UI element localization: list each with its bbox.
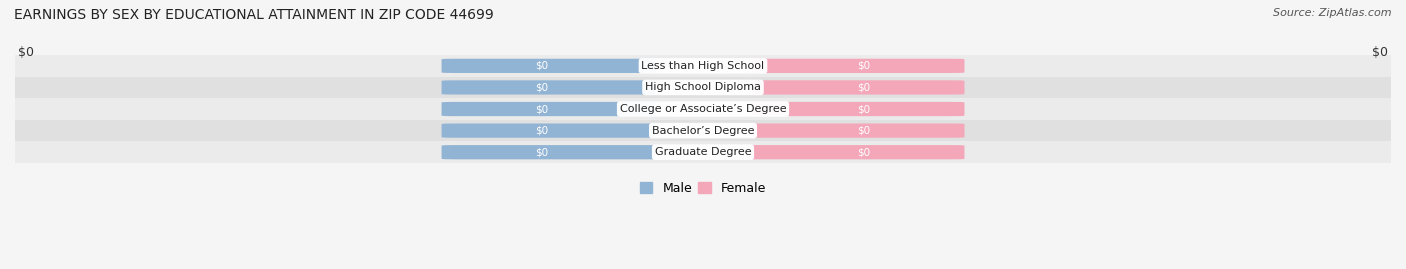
Text: $0: $0 [1372,47,1388,59]
Text: $0: $0 [858,61,870,71]
FancyBboxPatch shape [441,145,717,159]
Text: $0: $0 [858,104,870,114]
Text: $0: $0 [536,82,548,93]
FancyBboxPatch shape [655,145,751,160]
FancyBboxPatch shape [689,102,965,116]
FancyBboxPatch shape [655,59,751,73]
FancyBboxPatch shape [655,102,751,116]
FancyBboxPatch shape [441,102,717,116]
FancyBboxPatch shape [441,123,717,138]
Text: $0: $0 [536,61,548,71]
Text: EARNINGS BY SEX BY EDUCATIONAL ATTAINMENT IN ZIP CODE 44699: EARNINGS BY SEX BY EDUCATIONAL ATTAINMEN… [14,8,494,22]
Text: $0: $0 [536,147,548,157]
Text: $0: $0 [858,82,870,93]
FancyBboxPatch shape [441,80,717,95]
Text: Less than High School: Less than High School [641,61,765,71]
Bar [15,98,1391,120]
FancyBboxPatch shape [689,145,965,159]
Text: $0: $0 [858,126,870,136]
Bar [15,120,1391,141]
Text: $0: $0 [18,47,34,59]
FancyBboxPatch shape [689,80,965,95]
FancyBboxPatch shape [655,80,751,95]
Bar [15,141,1391,163]
Text: $0: $0 [536,104,548,114]
FancyBboxPatch shape [689,123,965,138]
Text: Source: ZipAtlas.com: Source: ZipAtlas.com [1274,8,1392,18]
Text: $0: $0 [536,126,548,136]
FancyBboxPatch shape [689,59,965,73]
Text: Graduate Degree: Graduate Degree [655,147,751,157]
Text: Bachelor’s Degree: Bachelor’s Degree [652,126,754,136]
Legend: Male, Female: Male, Female [636,177,770,200]
Bar [15,55,1391,77]
Text: High School Diploma: High School Diploma [645,82,761,93]
Text: College or Associate’s Degree: College or Associate’s Degree [620,104,786,114]
Bar [15,77,1391,98]
FancyBboxPatch shape [441,59,717,73]
FancyBboxPatch shape [655,123,751,138]
Text: $0: $0 [858,147,870,157]
